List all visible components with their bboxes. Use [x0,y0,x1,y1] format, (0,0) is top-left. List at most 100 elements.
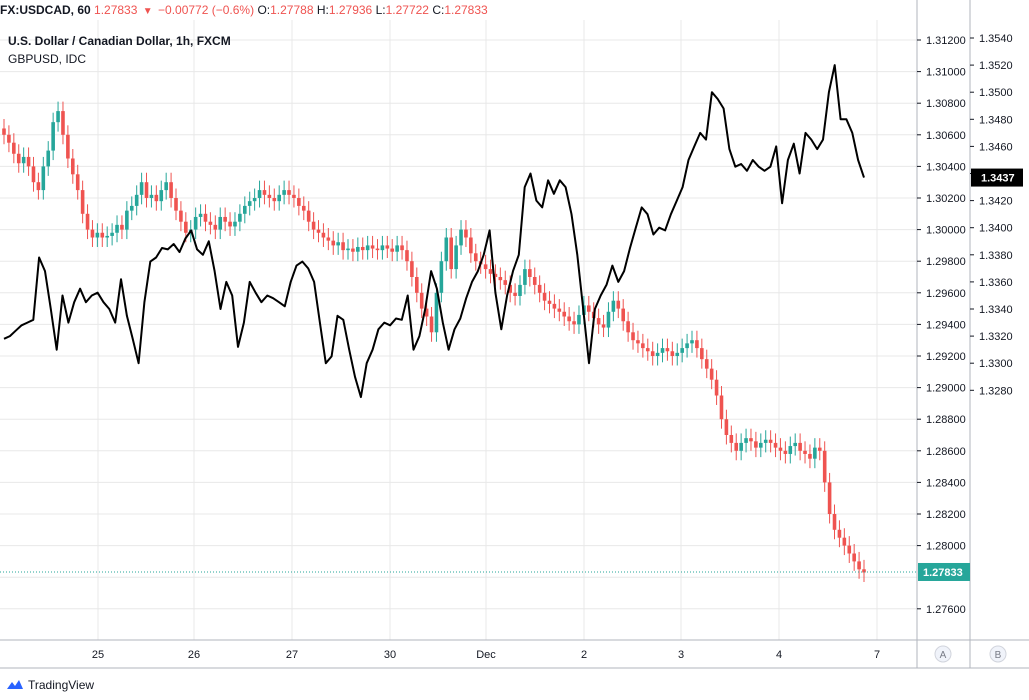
scale-a-tick-label: 1.30000 [926,225,966,237]
candle-body [773,442,778,448]
candle-body [90,229,95,238]
candle-body [164,182,168,191]
candle-body [174,198,178,211]
candle-body [788,446,793,454]
scale-b-tick-label: 1.3280 [979,385,1013,397]
scale-b-tick-label: 1.3320 [979,331,1013,343]
candle-body [405,250,409,262]
candle-body [233,221,237,227]
candle-body [100,232,105,238]
candle-body [193,216,198,230]
candle-body [493,273,498,277]
candle-body [606,311,611,328]
candle-body [61,111,65,135]
last-price-label-a: 1.27833 [923,567,963,579]
candle-body [483,264,488,270]
scale-a-button-label: A [940,650,947,661]
candle-body [316,229,321,233]
candle-body [110,232,114,236]
scale-a-tick-label: 1.28600 [926,446,966,458]
candle-body [85,213,90,230]
candle-body [714,379,719,396]
scale-b-button[interactable] [989,645,1007,663]
candle-body [626,321,630,333]
candle-body [41,166,46,191]
candle-body [660,348,665,353]
candle-body [645,348,650,352]
candle-body [375,248,380,251]
scale-a-tick-label: 1.31200 [926,35,966,47]
low-label: L: [375,3,386,17]
candle-body [577,314,581,325]
candle-body [862,569,866,573]
x-tick-label: 30 [384,649,396,661]
scale-b-tick-label: 1.3500 [979,87,1013,99]
candle-body [724,419,729,435]
close-value: 1.27833 [444,3,488,17]
candle-body [184,221,188,233]
candle-body [208,221,213,225]
candle-body [390,248,395,252]
candle-body [744,438,748,443]
x-tick-label: 27 [286,649,298,661]
tradingview-brand[interactable]: TradingView [6,676,94,694]
candle-body [847,545,852,554]
candle-body [66,134,70,159]
candle-body [51,122,55,151]
candle-body [665,348,670,352]
candle-body [120,224,124,230]
candle-body [547,300,552,304]
candle-body [434,292,439,333]
candle-body [159,190,164,202]
candle-body [311,221,316,230]
candle-body [842,537,847,546]
candle-body [557,308,562,312]
brand-text: TradingView [28,678,95,692]
gbpusd-line [3,64,865,399]
scale-b-tick-label: 1.3520 [979,60,1013,72]
candle-body [429,316,434,333]
candle-body [827,482,832,514]
candle-body [695,340,699,349]
candle-body [21,156,26,164]
candle-body [680,348,684,353]
candle-body [719,395,724,420]
main-series-title: U.S. Dollar / Canadian Dollar, 1h, FXCM [8,34,231,48]
open-label: O: [257,3,271,17]
candle-body [704,359,709,369]
candle-body [129,205,134,211]
candle-body [395,245,399,252]
candle-body [611,300,616,312]
candle-body [400,245,404,251]
candle-body [454,245,458,270]
candle-body [837,529,842,538]
candle-body [852,553,856,562]
scale-a-button[interactable] [934,645,952,663]
scale-b-tick-label: 1.3340 [979,304,1013,316]
candle-body [768,439,773,443]
last-price-tag-b [971,168,1023,187]
candle-body [252,198,257,202]
x-tick-label: Dec [476,649,496,661]
candle-body [360,246,365,251]
candle-body [326,237,331,241]
scale-a-tick-label: 1.30800 [926,98,966,110]
candle-body [763,439,768,443]
candle-body [798,442,802,451]
candle-body [213,224,218,230]
scale-b-tick-label: 1.3400 [979,223,1013,235]
last-price: 1.27833 [94,3,138,17]
candle-body [262,190,267,195]
scale-b-tick-label: 1.3360 [979,277,1013,289]
candle-body [444,237,449,262]
x-tick-label: 3 [678,649,684,661]
candle-body [16,153,21,164]
candle-body [832,514,837,530]
high-label: H: [316,3,329,17]
candle-body [424,308,429,317]
candle-body [419,292,424,309]
candle-body [778,447,783,451]
candle-body [508,284,512,293]
candle-body [203,213,208,222]
